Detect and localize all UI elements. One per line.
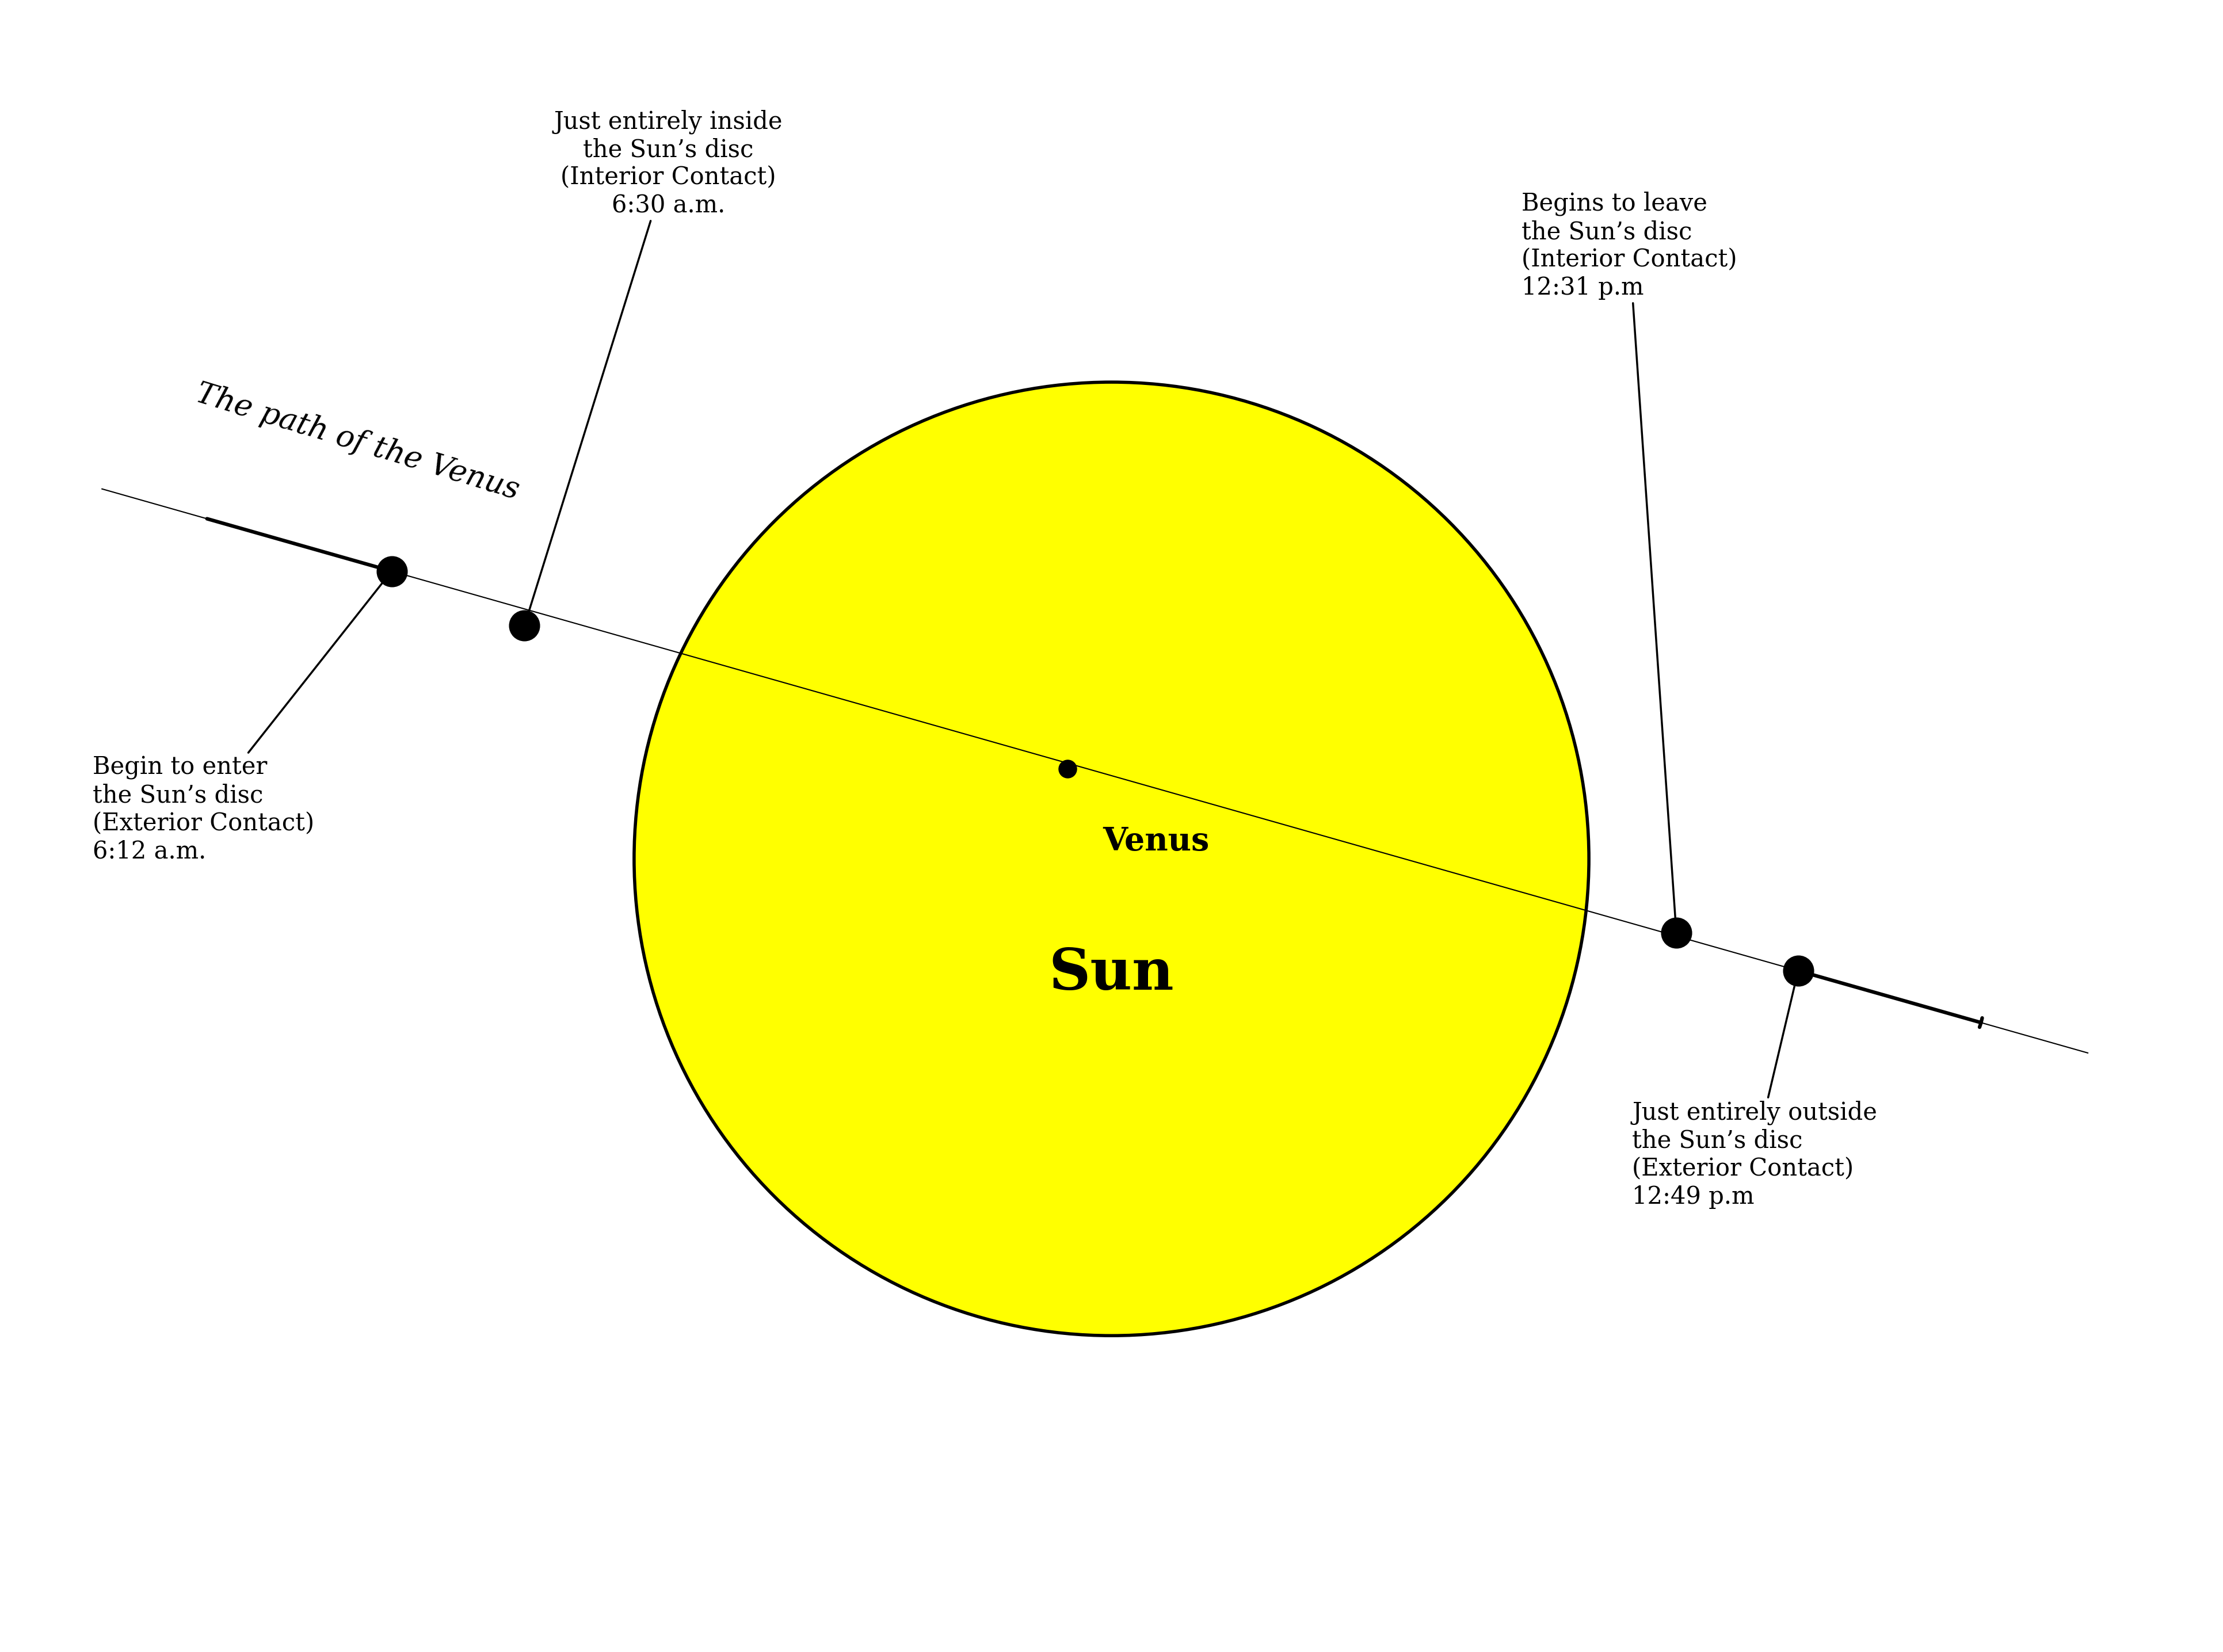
Point (373, 558, 409, 585)
Text: Venus: Venus (1103, 826, 1209, 857)
Point (507, 613, 542, 639)
Text: Begins to leave
the Sun’s disc
(Interior Contact)
12:31 p.m: Begins to leave the Sun’s disc (Interior… (1521, 192, 1736, 930)
Text: Just entirely outside
the Sun’s disc
(Exterior Contact)
12:49 p.m: Just entirely outside the Sun’s disc (Ex… (1632, 971, 1876, 1209)
Text: Just entirely inside
the Sun’s disc
(Interior Contact)
6:30 a.m.: Just entirely inside the Sun’s disc (Int… (518, 109, 782, 624)
Point (1049, 755, 1085, 781)
Text: The path of the Venus: The path of the Venus (191, 378, 522, 506)
Ellipse shape (634, 382, 1589, 1336)
Point (1781, 958, 1816, 985)
Text: Sun: Sun (1049, 947, 1174, 1001)
Text: Begin to enter
the Sun’s disc
(Exterior Contact)
6:12 a.m.: Begin to enter the Sun’s disc (Exterior … (93, 568, 396, 864)
Point (1658, 920, 1694, 947)
